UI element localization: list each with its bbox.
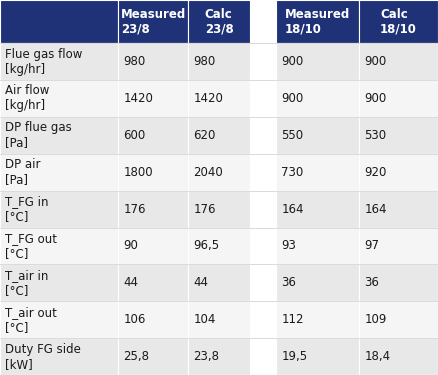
Text: 96,5: 96,5 bbox=[194, 239, 220, 252]
FancyBboxPatch shape bbox=[359, 338, 438, 375]
Text: 980: 980 bbox=[124, 55, 146, 68]
Text: 18,4: 18,4 bbox=[364, 350, 391, 363]
Text: 112: 112 bbox=[281, 313, 304, 326]
FancyBboxPatch shape bbox=[276, 264, 359, 301]
FancyBboxPatch shape bbox=[359, 117, 438, 154]
Text: 44: 44 bbox=[124, 276, 138, 290]
Text: 23,8: 23,8 bbox=[194, 350, 219, 363]
FancyBboxPatch shape bbox=[276, 117, 359, 154]
Text: 900: 900 bbox=[364, 55, 387, 68]
FancyBboxPatch shape bbox=[118, 301, 188, 338]
Text: 164: 164 bbox=[364, 202, 387, 216]
Text: 36: 36 bbox=[364, 276, 379, 290]
Text: 90: 90 bbox=[124, 239, 138, 252]
FancyBboxPatch shape bbox=[0, 43, 118, 80]
Text: 44: 44 bbox=[194, 276, 208, 290]
Text: 104: 104 bbox=[194, 313, 216, 326]
FancyBboxPatch shape bbox=[276, 301, 359, 338]
FancyBboxPatch shape bbox=[188, 43, 250, 80]
FancyBboxPatch shape bbox=[0, 154, 118, 190]
FancyBboxPatch shape bbox=[276, 80, 359, 117]
Text: Measured
18/10: Measured 18/10 bbox=[285, 8, 350, 36]
FancyBboxPatch shape bbox=[118, 80, 188, 117]
Text: 2040: 2040 bbox=[194, 166, 223, 178]
FancyBboxPatch shape bbox=[0, 264, 118, 301]
FancyBboxPatch shape bbox=[118, 338, 188, 375]
FancyBboxPatch shape bbox=[359, 264, 438, 301]
FancyBboxPatch shape bbox=[118, 0, 188, 43]
FancyBboxPatch shape bbox=[359, 154, 438, 190]
FancyBboxPatch shape bbox=[118, 43, 188, 80]
Text: Calc
18/10: Calc 18/10 bbox=[380, 8, 417, 36]
FancyBboxPatch shape bbox=[276, 43, 359, 80]
FancyBboxPatch shape bbox=[0, 338, 118, 375]
FancyBboxPatch shape bbox=[276, 190, 359, 228]
Text: Calc
23/8: Calc 23/8 bbox=[205, 8, 233, 36]
FancyBboxPatch shape bbox=[188, 301, 250, 338]
Text: 620: 620 bbox=[194, 129, 216, 142]
Text: 1800: 1800 bbox=[124, 166, 153, 178]
Text: 920: 920 bbox=[364, 166, 387, 178]
FancyBboxPatch shape bbox=[276, 228, 359, 264]
Text: 97: 97 bbox=[364, 239, 379, 252]
FancyBboxPatch shape bbox=[0, 301, 118, 338]
FancyBboxPatch shape bbox=[188, 338, 250, 375]
FancyBboxPatch shape bbox=[359, 228, 438, 264]
Text: 550: 550 bbox=[281, 129, 304, 142]
FancyBboxPatch shape bbox=[188, 0, 250, 43]
FancyBboxPatch shape bbox=[0, 117, 118, 154]
Text: 1420: 1420 bbox=[194, 92, 223, 105]
FancyBboxPatch shape bbox=[118, 228, 188, 264]
Text: 106: 106 bbox=[124, 313, 146, 326]
Text: Flue gas flow
[kg/hr]: Flue gas flow [kg/hr] bbox=[5, 48, 83, 76]
FancyBboxPatch shape bbox=[359, 43, 438, 80]
FancyBboxPatch shape bbox=[188, 190, 250, 228]
FancyBboxPatch shape bbox=[188, 80, 250, 117]
Text: 730: 730 bbox=[281, 166, 304, 178]
Text: 1420: 1420 bbox=[124, 92, 153, 105]
Text: 19,5: 19,5 bbox=[281, 350, 307, 363]
Text: 176: 176 bbox=[124, 202, 146, 216]
Text: 900: 900 bbox=[281, 92, 304, 105]
FancyBboxPatch shape bbox=[276, 154, 359, 190]
Text: 93: 93 bbox=[281, 239, 296, 252]
Text: 164: 164 bbox=[281, 202, 304, 216]
Text: 109: 109 bbox=[364, 313, 387, 326]
Text: 25,8: 25,8 bbox=[124, 350, 149, 363]
Text: Air flow
[kg/hr]: Air flow [kg/hr] bbox=[5, 84, 49, 112]
Text: T_FG in
[°C]: T_FG in [°C] bbox=[5, 195, 49, 223]
FancyBboxPatch shape bbox=[276, 338, 359, 375]
Text: 600: 600 bbox=[124, 129, 146, 142]
Text: Duty FG side
[kW]: Duty FG side [kW] bbox=[5, 343, 81, 370]
FancyBboxPatch shape bbox=[188, 228, 250, 264]
FancyBboxPatch shape bbox=[359, 190, 438, 228]
Text: T_FG out
[°C]: T_FG out [°C] bbox=[5, 232, 57, 260]
Text: 900: 900 bbox=[281, 55, 304, 68]
Text: DP flue gas
[Pa]: DP flue gas [Pa] bbox=[5, 122, 72, 149]
Text: T_air in
[°C]: T_air in [°C] bbox=[5, 269, 49, 297]
FancyBboxPatch shape bbox=[0, 0, 118, 43]
Text: T_air out
[°C]: T_air out [°C] bbox=[5, 306, 57, 334]
FancyBboxPatch shape bbox=[118, 190, 188, 228]
FancyBboxPatch shape bbox=[188, 264, 250, 301]
FancyBboxPatch shape bbox=[188, 117, 250, 154]
FancyBboxPatch shape bbox=[276, 0, 359, 43]
Text: 980: 980 bbox=[194, 55, 216, 68]
FancyBboxPatch shape bbox=[118, 154, 188, 190]
Text: 36: 36 bbox=[281, 276, 296, 290]
FancyBboxPatch shape bbox=[118, 264, 188, 301]
FancyBboxPatch shape bbox=[359, 80, 438, 117]
FancyBboxPatch shape bbox=[0, 80, 118, 117]
FancyBboxPatch shape bbox=[188, 154, 250, 190]
Text: Measured
23/8: Measured 23/8 bbox=[121, 8, 186, 36]
Text: 900: 900 bbox=[364, 92, 387, 105]
Text: 530: 530 bbox=[364, 129, 387, 142]
Text: 176: 176 bbox=[194, 202, 216, 216]
Text: DP air
[Pa]: DP air [Pa] bbox=[5, 158, 41, 186]
FancyBboxPatch shape bbox=[0, 190, 118, 228]
FancyBboxPatch shape bbox=[118, 117, 188, 154]
FancyBboxPatch shape bbox=[359, 0, 438, 43]
FancyBboxPatch shape bbox=[359, 301, 438, 338]
FancyBboxPatch shape bbox=[0, 228, 118, 264]
